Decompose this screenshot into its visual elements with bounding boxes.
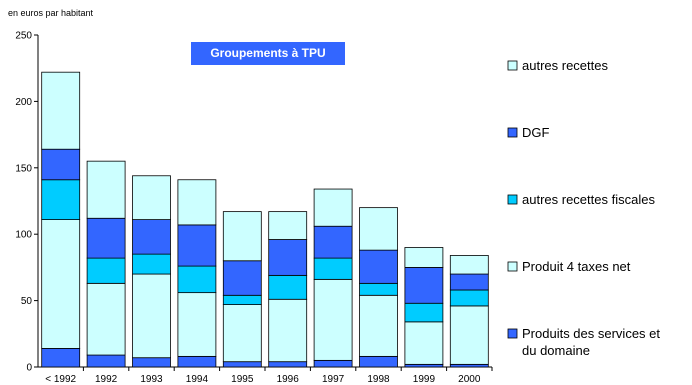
y-tick-label: 200: [15, 97, 32, 108]
legend-item: autres recettes: [507, 58, 608, 73]
bar-segment: [449, 289, 489, 307]
bar-segment: [268, 298, 308, 363]
y-tick-label: 150: [15, 163, 32, 174]
legend-label: Produit 4 taxes net: [522, 259, 631, 274]
bar-stack: [86, 160, 126, 368]
x-tick-label: 1992: [95, 374, 118, 385]
bar-segment: [313, 278, 353, 361]
bar-segment: [404, 302, 444, 323]
bar-segment: [41, 148, 81, 181]
legend-swatch: [507, 194, 518, 205]
bar-stack: [313, 188, 353, 368]
bar-segment: [222, 294, 262, 305]
bar-segment: [132, 219, 171, 255]
bar-segment: [222, 260, 262, 296]
bar-segment: [177, 179, 217, 226]
x-tick-label: 2000: [458, 374, 481, 385]
bar-segment: [86, 354, 126, 368]
bar-segment: [359, 294, 398, 357]
legend-item: DGF: [507, 125, 550, 140]
bar-segment: [449, 305, 489, 365]
bar-segment: [313, 257, 353, 280]
bar-segment: [449, 273, 489, 291]
bar-segment: [86, 257, 126, 284]
bar-segment: [86, 217, 126, 259]
bar-segment: [177, 265, 217, 294]
bar-segment: [268, 274, 308, 300]
bar-segment: [359, 355, 398, 368]
bar-stack: [177, 179, 217, 368]
chart-title-background: [191, 42, 345, 65]
bar-segment: [313, 225, 353, 259]
bar-segment: [222, 361, 262, 368]
legend-item: Produits des services et du domaine: [507, 326, 660, 358]
chart-title: Groupements à TPU: [210, 46, 325, 60]
bar-segment: [359, 207, 398, 251]
bar-stack: [222, 211, 262, 368]
bar-segment: [132, 175, 171, 220]
bar-segment: [41, 179, 81, 220]
x-tick-label: 1997: [322, 374, 345, 385]
bar-stack: [132, 175, 171, 368]
legend-swatch: [507, 261, 518, 272]
bar-segment: [268, 211, 308, 240]
bar-segment: [222, 211, 262, 262]
x-tick-label: 1999: [413, 374, 436, 385]
bar-segment: [449, 255, 489, 275]
bar-segment: [41, 219, 81, 349]
bar-segment: [404, 321, 444, 365]
bar-segment: [268, 239, 308, 276]
bar-segment: [132, 253, 171, 275]
bar-segment: [41, 348, 81, 368]
bar-segment: [313, 188, 353, 227]
y-tick-label: 0: [26, 363, 32, 374]
bar-segment: [404, 247, 444, 268]
legend-label: autres recettes: [522, 58, 608, 73]
legend-label: DGF: [522, 125, 550, 140]
x-tick-label: 1993: [140, 374, 163, 385]
bar-stack: [268, 211, 308, 368]
bar-stack: [359, 207, 398, 368]
bar-segment: [132, 357, 171, 368]
bar-segment: [222, 304, 262, 363]
x-tick-label: 1998: [367, 374, 390, 385]
y-tick-label: 50: [21, 296, 33, 307]
legend-label: autres recettes fiscales: [522, 192, 655, 207]
bar-segment: [177, 292, 217, 357]
bar-stack: [41, 71, 81, 368]
bar-segment: [268, 361, 308, 368]
bar-segment: [132, 273, 171, 359]
bar-stack: [449, 255, 489, 368]
bar-segment: [313, 359, 353, 368]
y-axis-unit-label: en euros par habitant: [8, 8, 94, 18]
bars: < 1992 1992 1993 1994 1995 1996 1997 1998 1999 20…: [41, 71, 493, 385]
legend-swatch: [507, 60, 518, 71]
x-tick-label: < 1992: [45, 374, 76, 385]
legend-swatch: [507, 127, 518, 138]
bar-segment: [359, 249, 398, 284]
x-tick-label: 1995: [231, 374, 254, 385]
bar-segment: [177, 224, 217, 267]
x-tick-label: 1996: [277, 374, 300, 385]
chart-title-box: Groupements à TPU: [191, 42, 345, 65]
legend-item: Produit 4 taxes net: [507, 259, 631, 274]
bar-segment: [404, 266, 444, 304]
y-tick-label: 250: [15, 31, 32, 42]
legend-swatch: [507, 328, 518, 339]
bar-segment: [86, 160, 126, 219]
y-tick-label: 100: [15, 230, 32, 241]
bar-segment: [86, 282, 126, 356]
bar-segment: [177, 355, 217, 368]
x-tick-label: 1994: [186, 374, 209, 385]
bar-segment: [41, 71, 81, 150]
bar-stack: [404, 247, 444, 368]
legend-label: Produits des services et du domaine: [522, 326, 660, 358]
legend-item: autres recettes fiscales: [507, 192, 655, 207]
bar-segment: [359, 282, 398, 296]
legend: autres recettes DGF autres recettes fiscal…: [507, 58, 660, 358]
